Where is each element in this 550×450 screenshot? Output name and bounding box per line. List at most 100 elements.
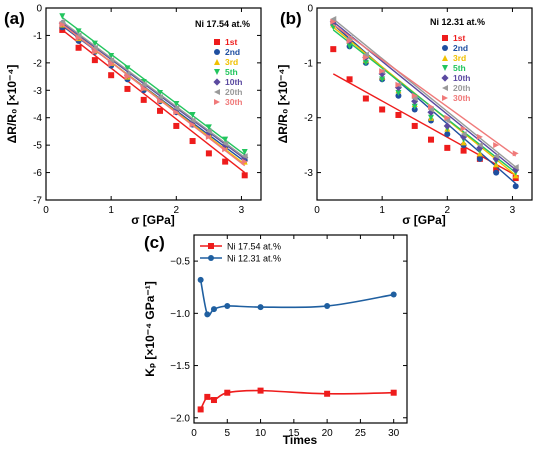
panel-b-series-1st-point bbox=[330, 46, 337, 53]
panel-b-series-5th-fit-line bbox=[332, 29, 517, 174]
panel-a-legend-marker bbox=[214, 89, 220, 95]
panel-c-ticks: 0 5 10 15 20 25 30 −2.0 −1.5 −1.0 −0.5 bbox=[170, 235, 407, 439]
panel-b-series-20th-point bbox=[460, 131, 467, 138]
panel-b-series-20th bbox=[330, 15, 519, 171]
panel-c-series-ni-17-54-at--point bbox=[257, 387, 264, 394]
panel-a-series-20th-point bbox=[157, 94, 164, 101]
panel-a-ytick-label: -6 bbox=[33, 168, 42, 179]
panel-b-xlabel: σ [GPa] bbox=[402, 213, 446, 227]
panel-c-series-ni-12-31-at--point bbox=[224, 303, 231, 310]
panel-b-legend-marker bbox=[442, 45, 448, 51]
panel-b-series-20th-point bbox=[476, 142, 483, 149]
panel-a-series-20th-point bbox=[108, 57, 115, 64]
panel-a-series-30th-fit-line bbox=[61, 23, 246, 167]
panel-a-series-30th-point bbox=[189, 121, 196, 128]
panel-b-series-1st-point bbox=[444, 144, 451, 151]
panel-a-series-5th-point bbox=[222, 136, 229, 143]
panel-a-legend-marker bbox=[214, 99, 220, 105]
panel-c-xlabel: Times bbox=[283, 433, 318, 447]
panel-b-legend-label: 3rd bbox=[453, 53, 466, 63]
panel-a-marks bbox=[58, 13, 249, 179]
panel-b-series-1st-point bbox=[460, 147, 467, 154]
panel-a-legend-label: 1st bbox=[225, 37, 237, 47]
panel-a-xlabel: σ [GPa] bbox=[131, 213, 175, 227]
panel-a-xtick-label: 3 bbox=[239, 205, 245, 216]
panel-b-legend-marker bbox=[442, 85, 448, 91]
panel-a-series-30th-point bbox=[91, 48, 98, 55]
panel-a-series-1st bbox=[59, 26, 248, 179]
panel-b-series-10th-point bbox=[512, 166, 520, 174]
panel-a-ytick-label: -4 bbox=[33, 113, 42, 124]
panel-b-series-1st-point bbox=[379, 106, 386, 113]
panel-a-legend-label: 3rd bbox=[225, 57, 238, 67]
panel-b-legend-marker bbox=[442, 35, 448, 41]
panel-c-series-ni-12-31-at--point bbox=[204, 311, 211, 318]
panel-b-series-30th-point bbox=[346, 37, 353, 44]
panel-b-series-30th-point bbox=[411, 92, 418, 99]
panel-b-series-1st-point bbox=[362, 95, 369, 102]
panel-b-series-30th-point bbox=[379, 68, 386, 75]
panel-c-series-ni-12-31-at--point bbox=[257, 304, 264, 311]
panel-b-series-20th-fit-line bbox=[332, 18, 517, 168]
panel-c-ytick-label: −1.5 bbox=[170, 361, 190, 372]
panel-c-xtick-label: 10 bbox=[255, 428, 267, 439]
panel-c-series-ni-17-54-at--point bbox=[390, 389, 397, 396]
panel-b-ytick-label: -3 bbox=[304, 168, 313, 179]
panel-c-ytick-label: −1.0 bbox=[170, 309, 190, 320]
panel-a-series-20th-point bbox=[222, 140, 229, 147]
panel-b-frame bbox=[316, 7, 533, 201]
panel-a-series-30th-point bbox=[173, 109, 180, 116]
panel-a-legend-marker bbox=[214, 59, 220, 65]
panel-b-series-10th-point bbox=[411, 97, 419, 105]
panel-a-series-30th bbox=[59, 21, 248, 167]
panel-a-series-30th-point bbox=[157, 98, 164, 105]
panel-b-series-3rd bbox=[330, 21, 519, 179]
panel-a-series-30th-point bbox=[140, 85, 147, 92]
panel-a-ytick-label: -3 bbox=[33, 86, 42, 97]
panel-a-xtick-label: 1 bbox=[108, 205, 114, 216]
panel-b-xtick-label: 1 bbox=[379, 205, 385, 216]
panel-a-series-30th-point bbox=[222, 146, 229, 153]
panel-b-marks bbox=[329, 15, 520, 190]
panel-b-ylabel: ΔR/R₀ [×10⁻⁴] bbox=[276, 65, 290, 144]
panel-c-xtick-label: 5 bbox=[225, 428, 231, 439]
panel-a-legend-marker bbox=[214, 69, 220, 75]
panel-a-series-1st-point bbox=[140, 96, 147, 103]
panel-a-legend-label: 5th bbox=[225, 67, 238, 77]
panel-c-legend-label: Ni 12.31 at.% bbox=[227, 254, 281, 264]
panel-b-series-30th-fit-line bbox=[332, 23, 517, 157]
panel-a-series-1st-point bbox=[91, 57, 98, 64]
panel-c-xtick-label: 20 bbox=[322, 428, 334, 439]
panel-c-series-ni-12-31-at--point bbox=[210, 306, 217, 313]
panel-b-series-5th-point bbox=[411, 103, 418, 110]
panel-a-series-5th-point bbox=[173, 101, 180, 107]
panel-b-series-20th-point bbox=[411, 95, 418, 102]
panel-c-xtick-label: 25 bbox=[355, 428, 367, 439]
panel-a-series-30th-point bbox=[205, 133, 212, 140]
panel-a-series-30th-point bbox=[108, 61, 115, 68]
panel-a-legend-label: 20th bbox=[225, 87, 242, 97]
panel-b-legend-label: 5th bbox=[453, 63, 466, 73]
panel-a-series-5th-point bbox=[157, 90, 164, 97]
panel-b-label: (b) bbox=[280, 9, 302, 28]
panel-b-series-2nd-fit-line bbox=[332, 23, 517, 185]
panel-b-legend-marker bbox=[442, 55, 448, 61]
panel-a-legend-marker bbox=[214, 39, 220, 45]
panel-b-legend-label: 2nd bbox=[453, 43, 468, 53]
panel-b-series-30th-point bbox=[362, 54, 369, 61]
panel-b-series-20th-point bbox=[493, 153, 500, 160]
panel-b-series-20th-point bbox=[512, 164, 519, 171]
panel-a-legend-label: 10th bbox=[225, 77, 242, 87]
panel-c-legend: Ni 17.54 at.% Ni 12.31 at.% bbox=[200, 242, 281, 264]
panel-b-series-30th-point bbox=[444, 114, 451, 121]
panel-a-series-20th-point bbox=[91, 44, 98, 51]
panel-a-ytick-label: -2 bbox=[33, 58, 42, 69]
panel-b-series-30th-point bbox=[395, 81, 402, 88]
panel-a-series-10th-fit-line bbox=[61, 22, 246, 160]
panel-a-series-5th-point bbox=[59, 13, 66, 20]
panel-c-xtick-label: 30 bbox=[388, 428, 400, 439]
panel-a-frame bbox=[45, 7, 262, 201]
panel-a-label: (a) bbox=[4, 9, 25, 28]
